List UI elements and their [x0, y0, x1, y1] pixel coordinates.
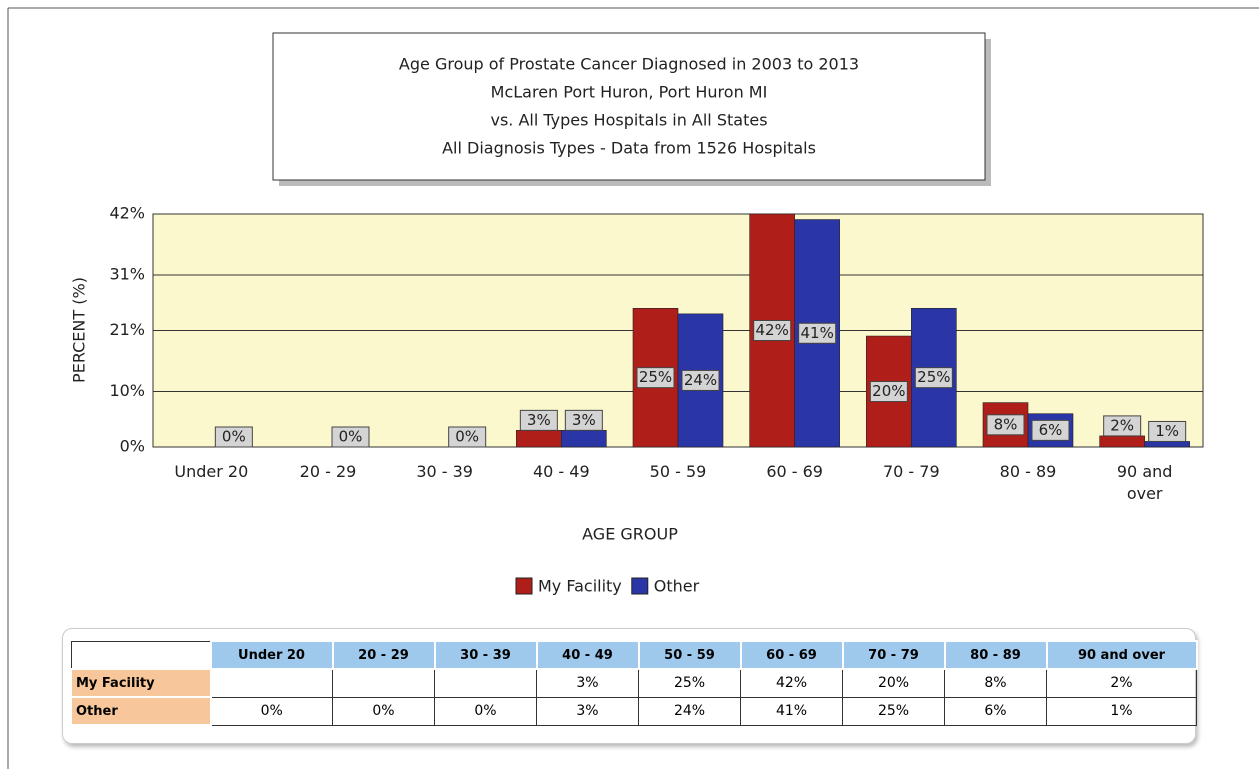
data-label: 1% [1155, 422, 1179, 440]
data-label: 20% [872, 382, 905, 400]
data-label-box [798, 322, 837, 344]
data-label-box [753, 320, 792, 341]
y-tick-label: 10% [109, 381, 145, 400]
table-cell: 50 - 59 [637, 640, 742, 670]
table-cell: 30 - 39 [433, 640, 538, 670]
table-row: Other 0% 0% 0% 3% 24% 41% 25% 6% 1% [70, 696, 1197, 726]
table-cell: 25% [842, 696, 945, 726]
data-table: Under 20 20 - 29 30 - 39 40 - 49 50 - 59 60 -… [70, 640, 1198, 726]
data-label-box [1103, 415, 1142, 437]
legend-label: Other [654, 577, 700, 596]
title-box [272, 32, 986, 181]
table-cell: 8% [944, 668, 1047, 698]
data-label-box [1148, 420, 1187, 442]
table-cell: 24% [638, 696, 741, 726]
y-tick-label: 21% [109, 320, 145, 339]
table-cell: 20% [842, 668, 945, 698]
table-cell: 60 - 69 [739, 640, 844, 670]
x-tick-label: Under 20 [174, 462, 249, 481]
data-label: 0% [222, 428, 246, 446]
bar [1099, 435, 1145, 448]
table-cell: 3% [536, 696, 639, 726]
x-tick-label: 50 - 59 [649, 462, 707, 481]
x-tick-label: 60 - 69 [766, 462, 823, 481]
data-label: 0% [455, 428, 479, 446]
data-label-box [681, 369, 720, 391]
data-label-box [214, 426, 253, 448]
chart-title: Age Group of Prostate Cancer Diagnosed i… [399, 55, 859, 74]
data-label: 3% [527, 411, 551, 429]
data-label: 8% [994, 415, 1018, 433]
x-tick-label: 30 - 39 [416, 462, 473, 481]
table-cell: 3% [536, 668, 639, 698]
bar [516, 430, 562, 448]
table-cell: 41% [740, 696, 843, 726]
data-label: 3% [572, 411, 596, 429]
chart-title: All Diagnosis Types - Data from 1526 Hos… [442, 139, 816, 158]
data-label-box [986, 414, 1025, 436]
data-label-box [519, 409, 558, 431]
table-cell [434, 668, 537, 698]
table-cell [70, 640, 211, 670]
table-cell [210, 668, 333, 698]
x-tick-label: 90 and over [1116, 462, 1173, 503]
legend-swatch [631, 577, 649, 595]
legend-label: My Facility [538, 577, 622, 596]
data-label: 25% [639, 368, 672, 386]
y-tick-label: 31% [109, 265, 145, 284]
x-axis-label: AGE GROUP [582, 525, 678, 544]
data-label-box [869, 381, 908, 403]
data-label-box [914, 367, 953, 389]
data-label-box [448, 426, 487, 448]
x-tick-label: 40 - 49 [532, 462, 590, 481]
table-cell: 80 - 89 [943, 640, 1048, 670]
x-tick-label: 70 - 79 [882, 462, 940, 481]
x-tick-label: 20 - 29 [299, 462, 357, 481]
table-cell: Other [70, 696, 212, 726]
data-label: 2% [1110, 416, 1134, 434]
y-tick-label: 42% [109, 204, 145, 223]
table-cell: 0% [332, 696, 435, 726]
data-label: 42% [755, 321, 788, 339]
table-cell: 90 and over [1045, 640, 1198, 670]
data-label-box [331, 426, 370, 448]
data-label: 41% [800, 324, 833, 342]
data-label-box [564, 409, 603, 431]
data-label: 6% [1039, 421, 1063, 439]
data-label: 25% [917, 368, 950, 386]
table-cell: 0% [434, 696, 537, 726]
y-tick-label: 0% [120, 437, 145, 456]
table-cell: 6% [944, 696, 1047, 726]
table-cell: My Facility [70, 668, 212, 698]
table-cell: 2% [1046, 668, 1197, 698]
chart-title: McLaren Port Huron, Port Huron MI [491, 83, 768, 102]
data-label: 24% [684, 371, 717, 389]
x-tick-label: 80 - 89 [999, 462, 1057, 481]
data-label-box [636, 367, 675, 389]
legend-swatch [515, 577, 533, 595]
data-label: 0% [339, 428, 363, 446]
bar [1144, 441, 1190, 448]
table-row: Under 20 20 - 29 30 - 39 40 - 49 50 - 59 60 -… [70, 640, 1198, 670]
bar [561, 430, 607, 448]
table-cell: 42% [740, 668, 843, 698]
table-row: My Facility 3% 25% 42% 20% 8% 2% [70, 668, 1197, 698]
chart-title: vs. All Types Hospitals in All States [490, 111, 767, 130]
table-cell: 25% [638, 668, 741, 698]
table-cell: 20 - 29 [331, 640, 436, 670]
table-cell: 70 - 79 [841, 640, 946, 670]
table-cell: Under 20 [209, 640, 334, 670]
table-cell [332, 668, 435, 698]
table-cell: 40 - 49 [535, 640, 640, 670]
data-label-box [1031, 419, 1070, 441]
y-axis-label: PERCENT (%) [70, 277, 89, 383]
table-cell: 0% [210, 696, 333, 726]
table-cell: 1% [1046, 696, 1197, 726]
